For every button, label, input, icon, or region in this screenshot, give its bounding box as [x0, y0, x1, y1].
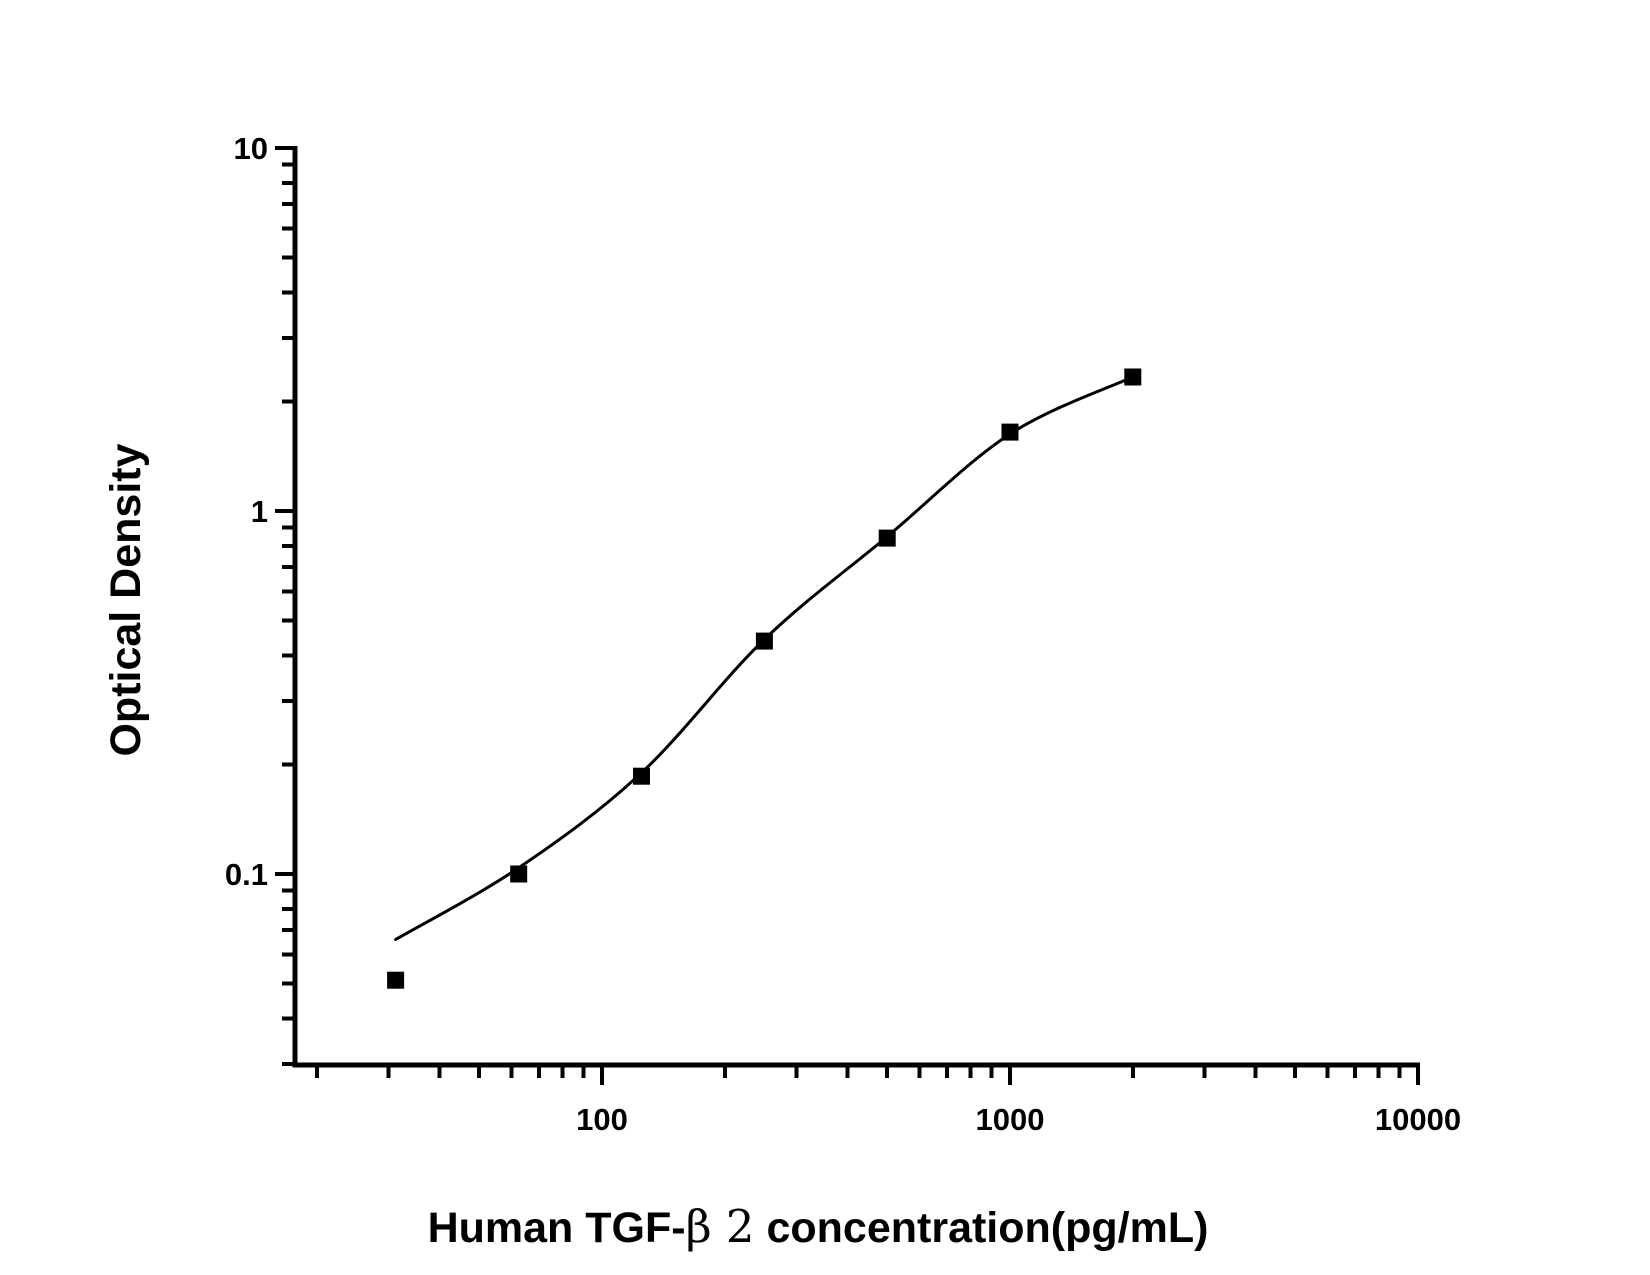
axes [292, 146, 1420, 1068]
data-point-marker [510, 865, 528, 883]
y-tick-label: 1 [251, 494, 268, 529]
x-axis-title-prefix: Human TGF- [428, 1204, 686, 1252]
data-point-marker [755, 632, 773, 650]
fit-curve [394, 375, 1135, 941]
y-tick-label: 0.1 [225, 857, 268, 892]
x-tick-label: 100 [576, 1102, 628, 1137]
data-point-marker [633, 767, 650, 785]
x-tick-label: 10000 [1375, 1102, 1461, 1137]
axis-ticks [275, 146, 1420, 1085]
data-point-marker [387, 971, 405, 989]
data-point-marker [878, 529, 896, 547]
x-tick-label: 1000 [976, 1102, 1045, 1137]
data-point-marker [1124, 368, 1142, 386]
x-axis-title-suffix: concentration(pg/mL) [755, 1204, 1209, 1252]
x-axis-title: Human TGF-β 2 concentration(pg/mL) [428, 1200, 1209, 1253]
y-tick-label: 10 [234, 131, 268, 166]
data-points [387, 368, 1142, 989]
y-axis-title: Optical Density [102, 443, 150, 756]
fit-curve-line [394, 375, 1135, 941]
data-point-marker [1001, 423, 1019, 441]
x-axis-title-beta: β 2 [686, 1200, 755, 1253]
axis-tick-labels: 100 1000 10000 10 1 0.1 [225, 131, 1461, 1137]
